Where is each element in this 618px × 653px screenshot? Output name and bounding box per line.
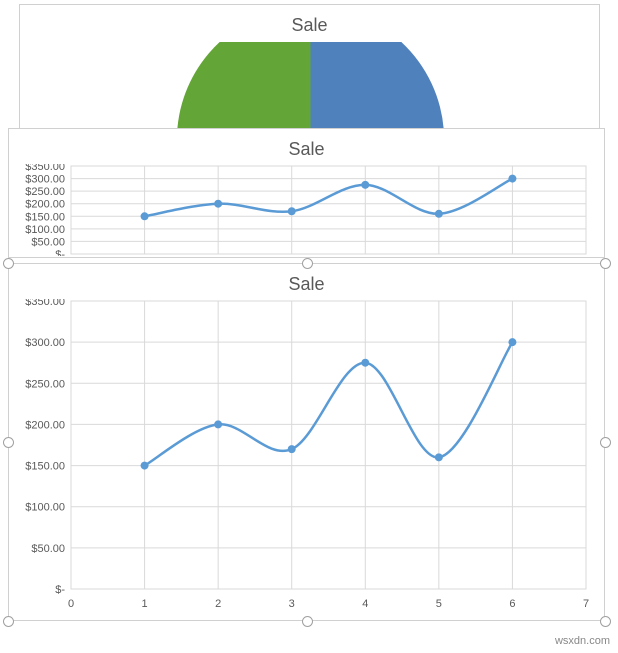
x-tick-label: 5 <box>436 598 442 610</box>
y-tick-label: $200.00 <box>25 419 65 431</box>
line-marker <box>141 212 149 220</box>
line-marker <box>508 338 516 346</box>
line-marker <box>141 462 149 470</box>
line-marker <box>214 200 222 208</box>
watermark: wsxdn.com <box>555 635 610 647</box>
y-tick-label: $250.00 <box>25 186 65 198</box>
y-tick-label: $150.00 <box>25 211 65 223</box>
resize-handle[interactable] <box>3 437 14 448</box>
pie-chart-svg <box>20 42 601 130</box>
line-marker <box>214 420 222 428</box>
pie-slice <box>311 42 445 130</box>
line-series <box>145 342 513 465</box>
line-chart-front-title: Sale <box>9 264 604 299</box>
line-chart-back-title: Sale <box>9 129 604 164</box>
y-tick-label: $250.00 <box>25 378 65 390</box>
pie-slice <box>177 42 311 130</box>
line-marker <box>508 175 516 183</box>
line-marker <box>288 445 296 453</box>
y-tick-label: $350.00 <box>25 164 65 173</box>
line-marker <box>288 207 296 215</box>
y-tick-label: $150.00 <box>25 461 65 473</box>
x-tick-label: 3 <box>289 598 295 610</box>
resize-handle[interactable] <box>3 616 14 627</box>
resize-handle[interactable] <box>600 616 611 627</box>
y-tick-label: $300.00 <box>25 337 65 349</box>
pie-chart-panel[interactable]: Sale <box>19 4 600 132</box>
resize-handle[interactable] <box>302 616 313 627</box>
line-chart-back-svg: $-$50.00$100.00$150.00$200.00$250.00$300… <box>9 164 606 256</box>
line-marker <box>361 359 369 367</box>
y-tick-label: $- <box>55 584 65 596</box>
x-tick-label: 0 <box>68 598 74 610</box>
x-tick-label: 4 <box>362 598 368 610</box>
resize-handle[interactable] <box>3 258 14 269</box>
y-tick-label: $350.00 <box>25 299 65 308</box>
y-tick-label: $200.00 <box>25 199 65 211</box>
line-marker <box>361 181 369 189</box>
x-tick-label: 7 <box>583 598 589 610</box>
resize-handle[interactable] <box>302 258 313 269</box>
line-chart-back-panel[interactable]: Sale $-$50.00$100.00$150.00$200.00$250.0… <box>8 128 605 258</box>
y-tick-label: $- <box>55 249 65 256</box>
y-tick-label: $300.00 <box>25 174 65 186</box>
line-marker <box>435 210 443 218</box>
line-series <box>145 179 513 217</box>
line-chart-front-svg: $- $50.00 $100.00 $150.00 $200.00 $250.00 $300… <box>9 299 606 619</box>
pie-chart-title: Sale <box>20 5 599 42</box>
x-tick-label: 6 <box>509 598 515 610</box>
y-tick-label: $100.00 <box>25 224 65 236</box>
y-tick-label: $50.00 <box>31 543 65 555</box>
y-tick-label: $50.00 <box>31 236 65 248</box>
resize-handle[interactable] <box>600 437 611 448</box>
y-tick-label: $100.00 <box>25 502 65 514</box>
x-tick-label: 2 <box>215 598 221 610</box>
x-tick-label: 1 <box>142 598 148 610</box>
line-marker <box>435 453 443 461</box>
resize-handle[interactable] <box>600 258 611 269</box>
line-chart-front-panel[interactable]: Sale $- $50.00 $100.00 $150.00 $200.00 $250.0… <box>8 263 605 621</box>
